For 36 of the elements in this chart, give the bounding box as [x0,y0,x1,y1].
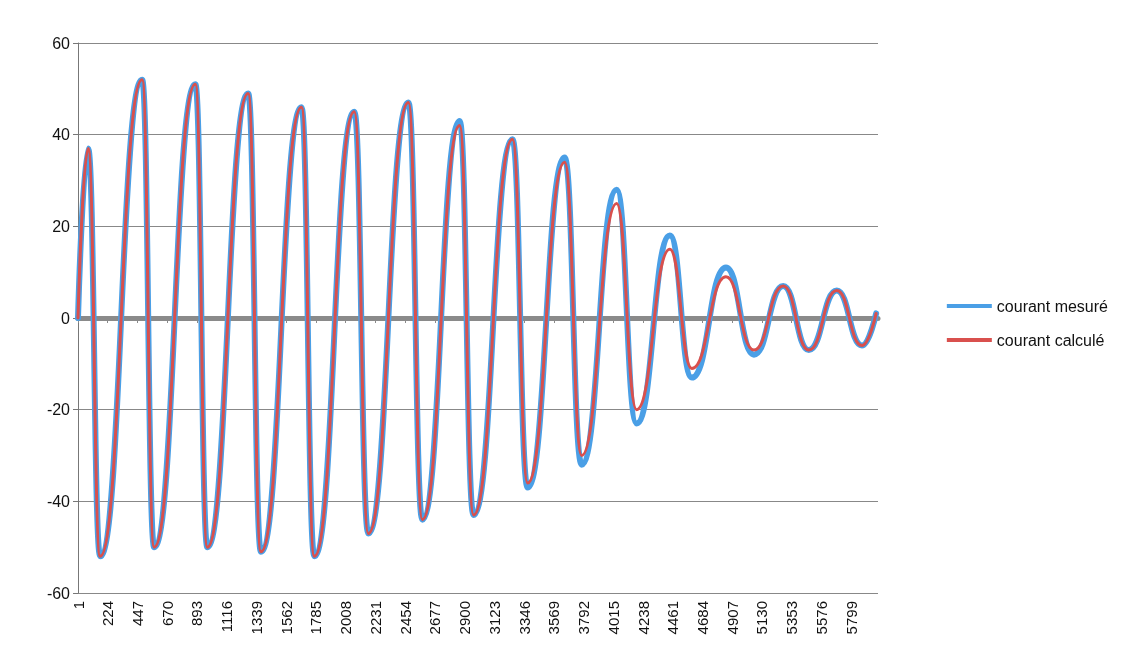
x-tick-label: 893 [188,601,206,627]
x-tick-label: 4238 [634,601,652,635]
x-tick-label: 1339 [247,601,265,635]
y-tick-label: 0 [61,309,71,327]
legend-label: courant calculé [996,331,1105,349]
x-tick-label: 5130 [753,601,771,635]
x-tick-label: 670 [158,601,176,627]
x-tick-label: 2677 [426,601,444,635]
y-tick-label: -60 [46,584,71,602]
x-tick-label: 3792 [575,601,593,635]
y-tick-label: 40 [52,126,71,144]
x-tick-label: 2231 [366,601,384,635]
x-tick-label: 3569 [545,601,563,635]
y-tick-label: 20 [52,217,71,235]
x-tick-label: 4684 [694,601,711,635]
x-tick-label: 3123 [485,601,503,635]
y-tick-label: 60 [52,34,71,52]
x-tick-label: 1562 [277,601,295,635]
x-tick-label: 4907 [723,601,741,635]
x-tick-label: 3346 [515,601,533,635]
x-tick-label: 447 [128,601,146,627]
x-tick-label: 5353 [783,601,801,635]
x-tick-label: 224 [99,601,117,627]
x-tick-label: 5576 [812,601,830,635]
x-tick-label: 2454 [396,601,414,635]
y-tick-label: -40 [46,492,71,510]
x-tick-label: 1116 [218,601,236,633]
x-tick-label: 1 [69,601,87,610]
x-tick-label: 4015 [604,601,622,635]
y-tick-label: -20 [46,401,71,419]
x-tick-label: 4461 [664,601,682,635]
legend-label: courant mesuré [996,297,1109,315]
x-tick-label: 1785 [307,601,325,635]
x-tick-label: 2008 [337,601,355,635]
x-tick-label: 2900 [456,601,474,635]
x-tick-label: 5799 [842,601,860,635]
